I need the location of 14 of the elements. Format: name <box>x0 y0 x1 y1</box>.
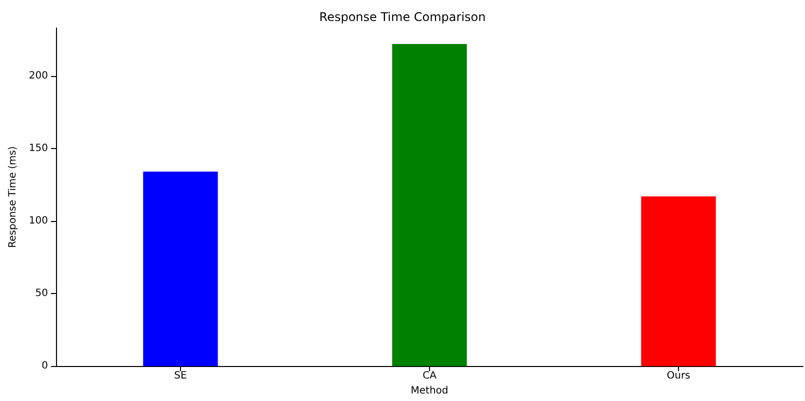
x-tick-label: SE <box>174 370 187 382</box>
y-tick-label: 150 <box>28 142 48 154</box>
bar <box>143 172 218 366</box>
y-axis-title: Response Time (ms) <box>8 146 18 248</box>
bar <box>392 44 467 366</box>
x-tick-label: CA <box>422 370 437 382</box>
x-axis-title: Method <box>410 386 448 396</box>
y-tick-label: 200 <box>28 70 48 82</box>
y-tick-label: 100 <box>28 215 48 226</box>
bar <box>641 196 716 366</box>
y-tick-label: 0 <box>42 360 48 372</box>
chart-title: Response Time Comparison <box>319 10 486 24</box>
y-tick-label: 50 <box>35 288 48 300</box>
x-tick-label: Ours <box>666 370 690 382</box>
